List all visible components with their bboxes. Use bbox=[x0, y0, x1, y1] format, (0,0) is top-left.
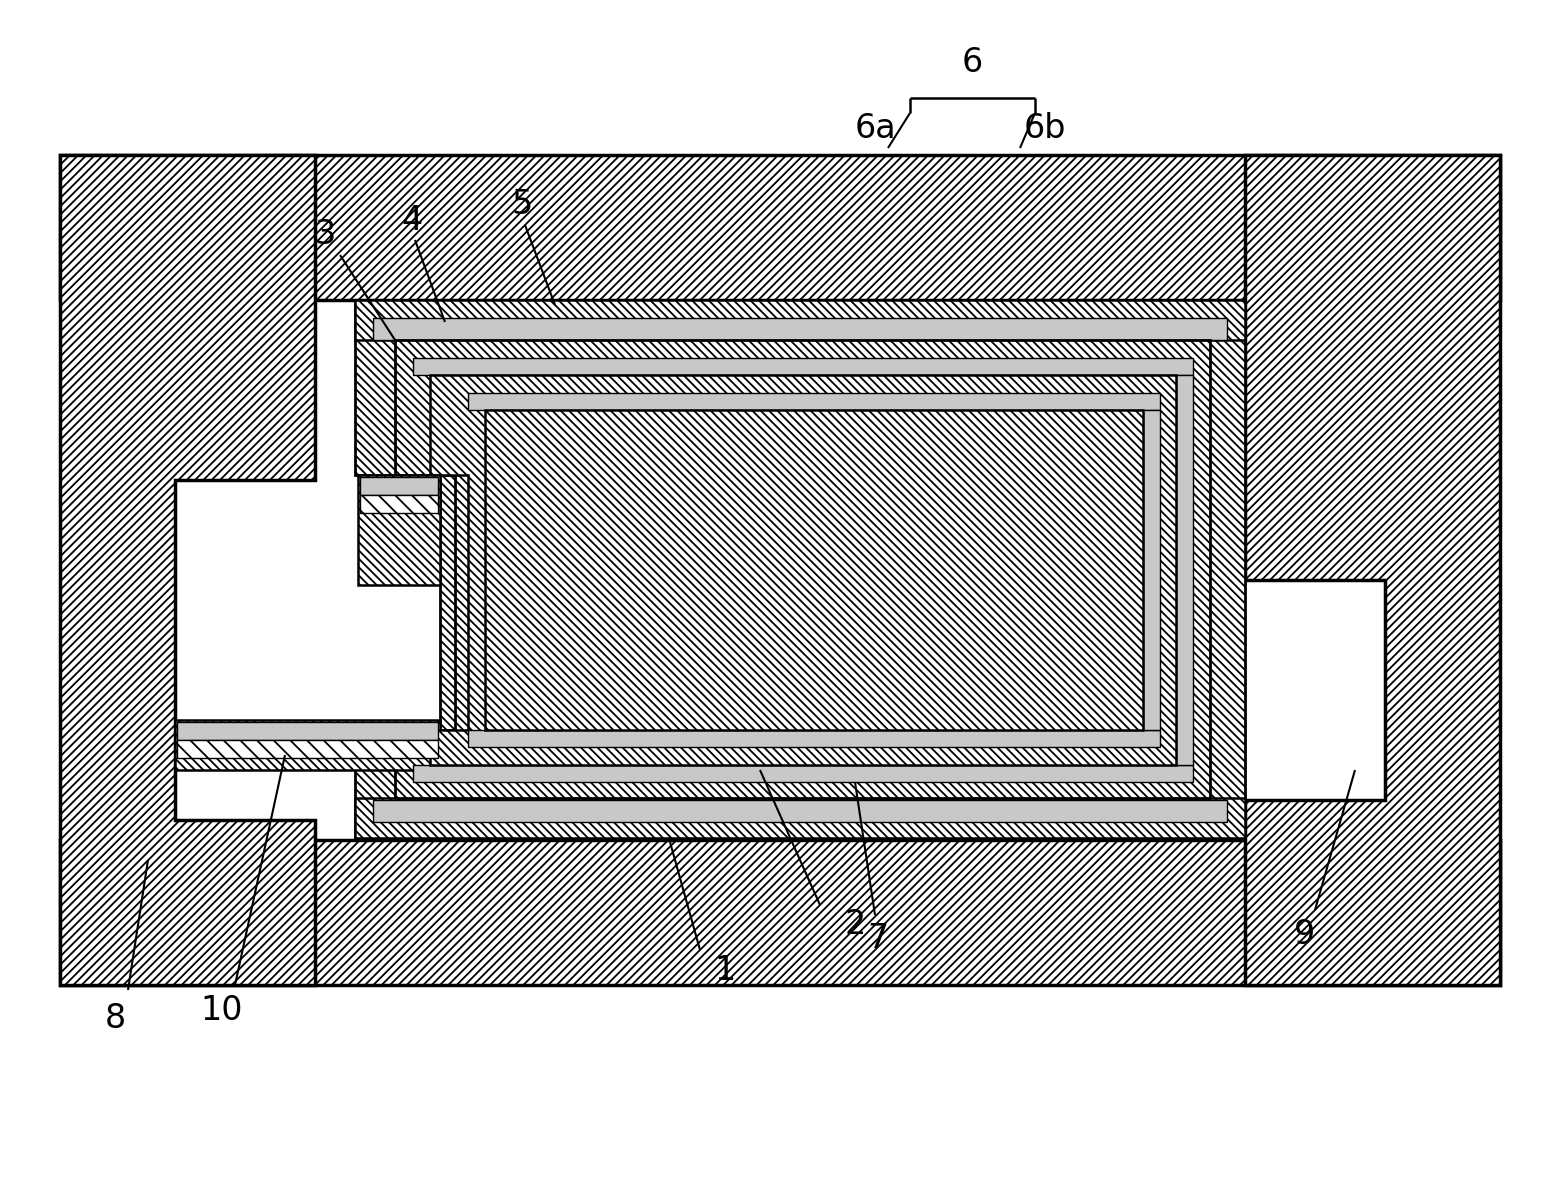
Polygon shape bbox=[361, 477, 439, 495]
Polygon shape bbox=[59, 155, 1500, 300]
Text: 6b: 6b bbox=[1024, 112, 1066, 144]
Text: 7: 7 bbox=[868, 922, 888, 954]
Polygon shape bbox=[175, 720, 440, 770]
Polygon shape bbox=[1143, 410, 1160, 730]
Polygon shape bbox=[373, 801, 1227, 822]
Text: 1: 1 bbox=[715, 953, 735, 987]
Polygon shape bbox=[485, 410, 1143, 730]
Polygon shape bbox=[468, 730, 1160, 746]
Polygon shape bbox=[59, 155, 315, 984]
Text: 3: 3 bbox=[314, 219, 336, 251]
Text: 6a: 6a bbox=[854, 112, 896, 144]
Polygon shape bbox=[1246, 155, 1500, 984]
Text: 9: 9 bbox=[1294, 918, 1316, 952]
Text: 2: 2 bbox=[845, 909, 866, 941]
Text: 10: 10 bbox=[201, 994, 244, 1027]
Polygon shape bbox=[373, 319, 1227, 340]
Polygon shape bbox=[354, 798, 1246, 838]
Polygon shape bbox=[176, 722, 439, 740]
Polygon shape bbox=[485, 410, 1143, 730]
Polygon shape bbox=[354, 300, 1246, 840]
Text: 8: 8 bbox=[105, 1001, 125, 1035]
Polygon shape bbox=[1175, 375, 1193, 764]
Polygon shape bbox=[357, 475, 440, 585]
Polygon shape bbox=[429, 375, 1175, 764]
Polygon shape bbox=[354, 300, 1246, 340]
Polygon shape bbox=[468, 393, 1160, 410]
Polygon shape bbox=[395, 340, 1210, 798]
Polygon shape bbox=[59, 840, 1500, 984]
Polygon shape bbox=[414, 764, 1193, 783]
Polygon shape bbox=[176, 740, 439, 758]
Text: 6: 6 bbox=[962, 46, 982, 78]
Text: 4: 4 bbox=[401, 203, 423, 237]
Polygon shape bbox=[361, 495, 439, 513]
Text: 5: 5 bbox=[512, 189, 532, 221]
Polygon shape bbox=[414, 358, 1193, 375]
